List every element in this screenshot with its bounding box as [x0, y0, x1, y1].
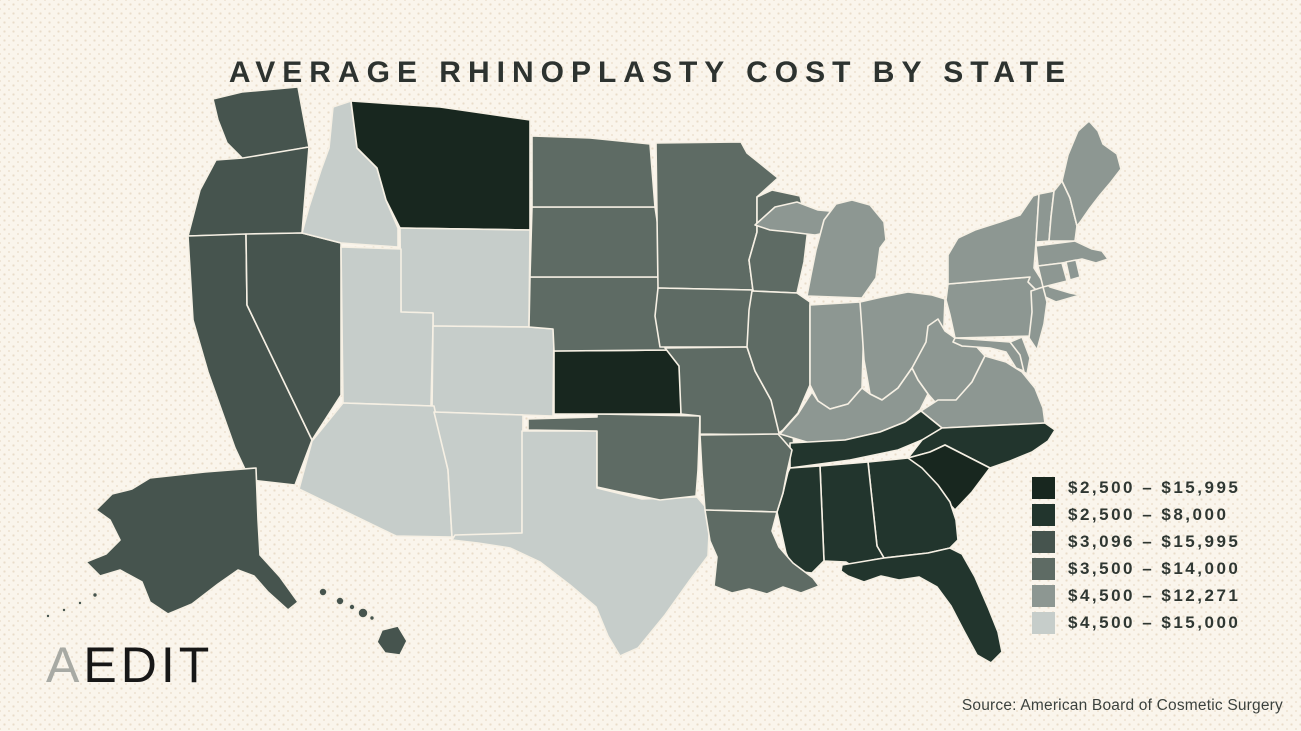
state-ks: [553, 349, 682, 415]
state-la: [704, 509, 820, 595]
state-hi-big-island: [376, 625, 408, 656]
state-ia: [654, 287, 761, 348]
state-co: [431, 325, 555, 417]
logo-letters-edit: EDIT: [83, 637, 214, 693]
state-mi-lower: [806, 199, 887, 299]
legend-label: $3,096 – $15,995: [1068, 532, 1241, 551]
legend-label: $2,500 – $8,000: [1068, 505, 1229, 524]
legend-item: $4,500 – $12,271: [1032, 585, 1240, 607]
state-sd: [529, 206, 661, 278]
state-nj: [1028, 286, 1048, 351]
state-ct: [1037, 262, 1068, 288]
legend-swatch: [1032, 612, 1055, 634]
legend-swatch: [1032, 531, 1055, 553]
state-nd: [531, 135, 656, 208]
legend: $2,500 – $15,995 $2,500 – $8,000 $3,096 – …: [1032, 477, 1240, 634]
state-me: [1061, 120, 1122, 227]
state-hi-island: [335, 596, 345, 606]
legend-label: $3,500 – $14,000: [1068, 559, 1241, 578]
legend-item: $3,096 – $15,995: [1032, 531, 1240, 553]
legend-item: $3,500 – $14,000: [1032, 558, 1240, 580]
state-hi-island: [348, 603, 356, 611]
legend-swatch: [1032, 477, 1055, 499]
legend-swatch: [1032, 585, 1055, 607]
state-ak-aleutian-island: [61, 607, 67, 613]
legend-swatch: [1032, 504, 1055, 526]
state-ak-aleutian-island: [77, 600, 83, 606]
state-ak-aleutian-island: [45, 613, 51, 619]
aedit-logo: AEDIT: [46, 640, 213, 690]
state-in: [809, 301, 865, 410]
state-hi-island: [357, 607, 369, 619]
state-or: [187, 146, 310, 237]
state-ar: [699, 433, 793, 513]
state-pa: [945, 276, 1041, 339]
state-nc: [907, 422, 1056, 469]
legend-label: $4,500 – $15,000: [1068, 613, 1241, 632]
logo-letter-a: A: [46, 637, 84, 693]
legend-label: $2,500 – $15,995: [1068, 478, 1241, 497]
state-il: [746, 290, 811, 434]
source-attribution: Source: American Board of Cosmetic Surge…: [961, 697, 1283, 714]
page-title: AVERAGE RHINOPLASTY COST BY STATE: [228, 56, 1073, 90]
legend-item: $2,500 – $15,995: [1032, 477, 1240, 499]
state-ri: [1065, 259, 1081, 281]
state-de: [1009, 336, 1031, 375]
legend-label: $4,500 – $12,271: [1068, 586, 1241, 605]
state-fl: [840, 547, 1003, 664]
state-ak-aleutian-island: [91, 591, 99, 599]
state-wa: [212, 86, 310, 160]
legend-item: $4,500 – $15,000: [1032, 612, 1240, 634]
state-ak: [85, 467, 299, 615]
legend-swatch: [1032, 558, 1055, 580]
legend-item: $2,500 – $8,000: [1032, 504, 1240, 526]
state-hi-island: [368, 614, 376, 622]
state-hi-island: [318, 587, 328, 597]
